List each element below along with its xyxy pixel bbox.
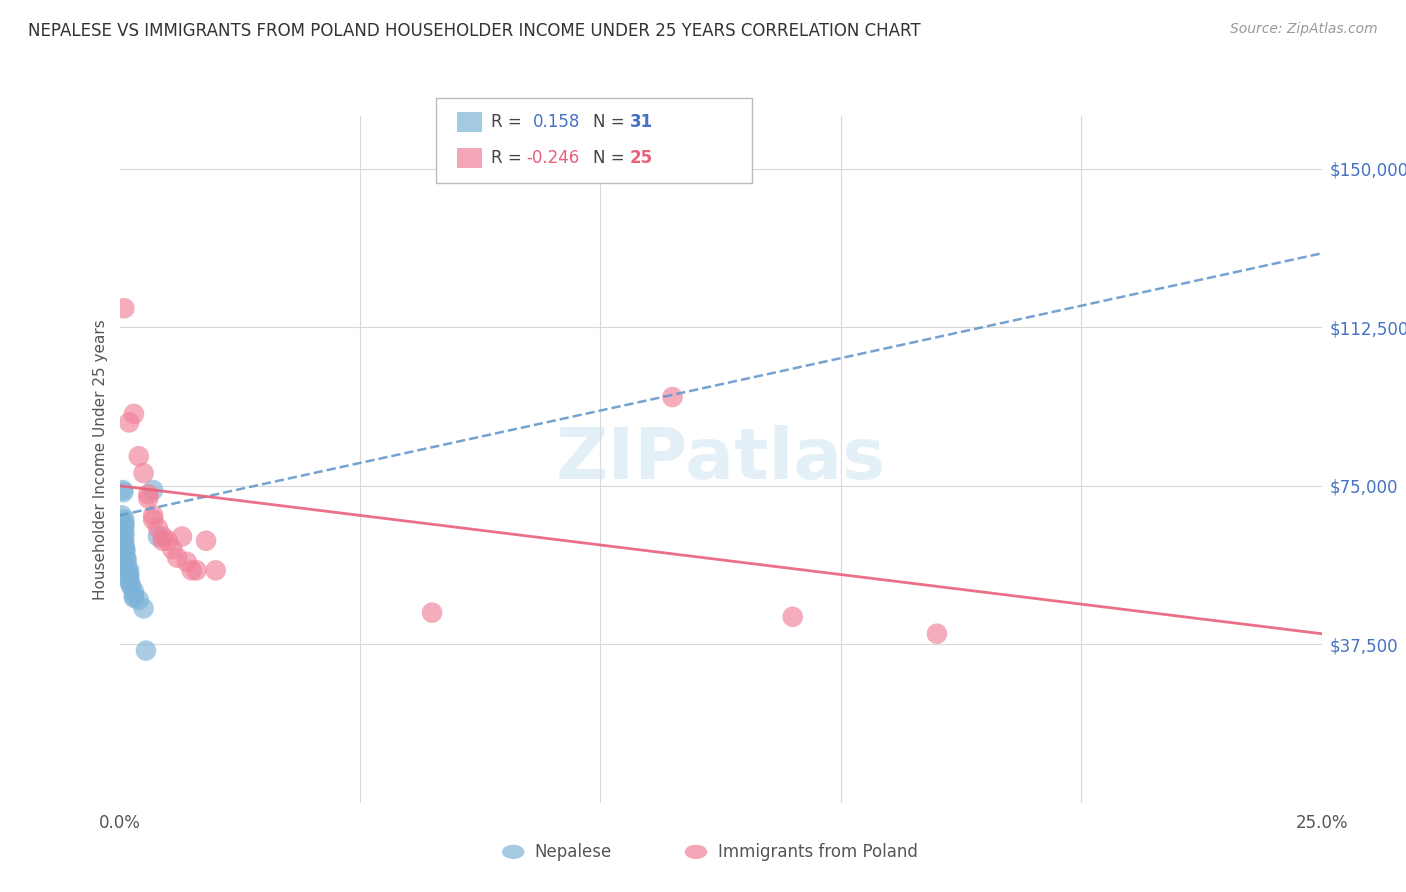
Point	[152, 529, 174, 543]
Point	[132, 466, 155, 480]
Text: ZIPatlas: ZIPatlas	[555, 425, 886, 494]
Point	[146, 529, 169, 543]
Text: Source: ZipAtlas.com: Source: ZipAtlas.com	[1230, 22, 1378, 37]
Point	[114, 550, 136, 565]
Point	[138, 491, 160, 506]
Point	[162, 542, 184, 557]
Point	[195, 533, 218, 548]
Point	[170, 529, 193, 543]
Point	[204, 563, 226, 577]
Point	[142, 513, 165, 527]
Point	[112, 538, 135, 552]
Point	[180, 563, 202, 577]
Text: Immigrants from Poland: Immigrants from Poland	[718, 843, 918, 861]
Point	[112, 485, 135, 500]
Point	[142, 483, 165, 497]
Point	[122, 591, 145, 605]
Point	[135, 643, 157, 657]
Point	[112, 301, 135, 316]
Text: Nepalese: Nepalese	[534, 843, 612, 861]
Text: R =: R =	[491, 113, 527, 131]
Point	[115, 553, 138, 567]
Point	[156, 533, 179, 548]
Point	[186, 563, 208, 577]
Point	[114, 542, 136, 557]
Text: N =: N =	[593, 149, 630, 167]
Point	[146, 521, 169, 535]
Point	[112, 540, 135, 554]
Point	[112, 527, 135, 541]
Text: 0.158: 0.158	[533, 113, 581, 131]
Point	[138, 487, 160, 501]
Point	[111, 508, 134, 523]
Point	[128, 449, 150, 463]
Point	[142, 508, 165, 523]
Point	[118, 569, 141, 583]
Point	[122, 584, 145, 599]
Text: R =: R =	[491, 149, 527, 167]
Point	[120, 576, 142, 591]
Point	[112, 519, 135, 533]
Point	[661, 390, 683, 404]
Text: N =: N =	[593, 113, 630, 131]
Point	[782, 610, 804, 624]
Point	[118, 563, 141, 577]
Point	[122, 407, 145, 421]
Point	[166, 550, 188, 565]
Text: 31: 31	[630, 113, 652, 131]
Point	[152, 533, 174, 548]
Text: 25: 25	[630, 149, 652, 167]
Point	[111, 483, 134, 497]
Text: NEPALESE VS IMMIGRANTS FROM POLAND HOUSEHOLDER INCOME UNDER 25 YEARS CORRELATION: NEPALESE VS IMMIGRANTS FROM POLAND HOUSE…	[28, 22, 921, 40]
Point	[115, 559, 138, 574]
Point	[132, 601, 155, 615]
Point	[121, 580, 143, 594]
Point	[118, 416, 141, 430]
Point	[112, 533, 135, 548]
Point	[112, 513, 135, 527]
Y-axis label: Householder Income Under 25 years: Householder Income Under 25 years	[93, 319, 108, 599]
Point	[112, 516, 135, 531]
Point	[118, 574, 141, 588]
Point	[176, 555, 198, 569]
Point	[925, 626, 948, 640]
Point	[118, 567, 141, 582]
Point	[122, 589, 145, 603]
Point	[112, 525, 135, 540]
Point	[114, 544, 136, 558]
Text: -0.246: -0.246	[526, 149, 579, 167]
Point	[128, 593, 150, 607]
Point	[115, 561, 138, 575]
Point	[420, 606, 443, 620]
